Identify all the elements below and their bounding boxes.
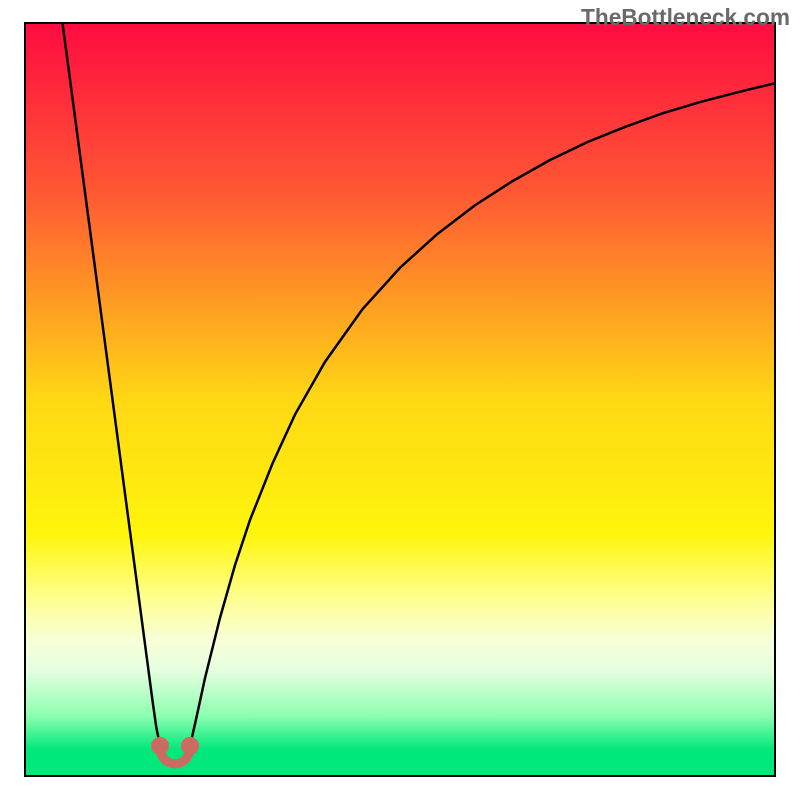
minimum-marker [151,737,169,755]
gradient-background [25,23,775,776]
minimum-marker [181,737,199,755]
chart-stage: TheBottleneck.com [0,0,800,800]
baseline-green-band [25,767,775,776]
bottleneck-chart [0,0,800,800]
watermark-label: TheBottleneck.com [581,4,790,31]
